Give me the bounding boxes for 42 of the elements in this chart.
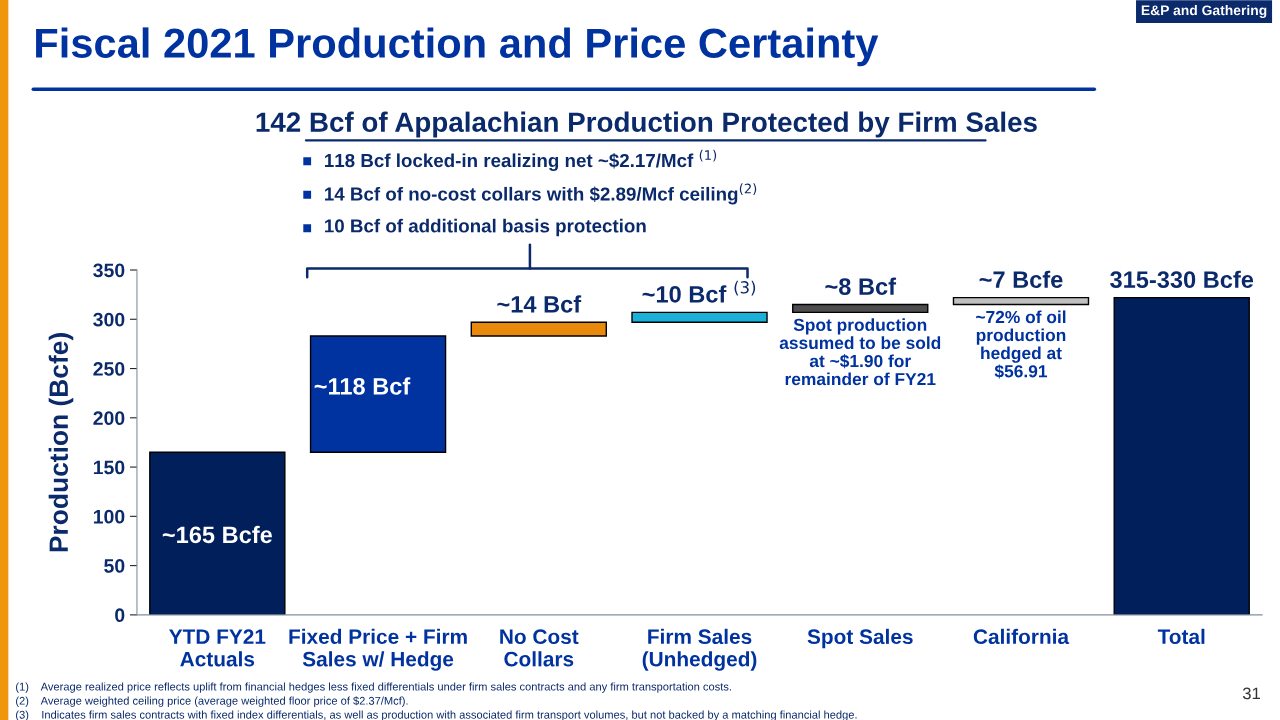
y-tick-label: 100 [93, 509, 125, 524]
text: (2) Average weighted ceiling price (average weighted floor price of $2.37/Mcf). [16, 696, 408, 707]
chart-title: Fiscal 2021 Production and Price Certainty [36, 27, 879, 67]
y-tick-label: 250 [93, 362, 125, 376]
y-tick-label: 0 [115, 608, 125, 623]
data-label: ~14 Bcf [497, 295, 582, 313]
text: 14 Bcf of no-cost collars with $2.89/Mcf ceiling$^{(2)}$ [325, 183, 757, 205]
x-tick-label: Total [1157, 628, 1205, 645]
y-tick-label: 200 [93, 411, 125, 426]
bar [631, 311, 768, 323]
text: (1) Average realized price reflects uplift from financial hedges less fixed differentials under firm sales contracts and any firm transportation costs. [16, 682, 731, 693]
text: 10 Bcf of additional basis protection [325, 218, 646, 237]
bar [309, 335, 447, 453]
data-label: ~8 Bcf [825, 277, 897, 295]
x-tick-label: Firm Sales (Unhedged) [642, 628, 757, 671]
data-label: ~7 Bcfe [979, 270, 1063, 288]
y-tick-label: 300 [93, 312, 125, 327]
annotation: ~72% of oil production hedged at $56.91 [976, 310, 1066, 379]
text: E&P and Gathering [1141, 5, 1267, 19]
y-axis-title: Production (Bcfe) [48, 333, 74, 552]
x-tick-label: Fixed Price + Firm Sales w/ Hedge [289, 628, 467, 671]
bar [1113, 296, 1250, 615]
x-tick-label: No Cost Collars [500, 629, 579, 667]
bar [470, 321, 607, 337]
bar [792, 303, 929, 314]
text: 31 [1242, 687, 1260, 700]
bar [952, 296, 1090, 306]
data-label: ~10 Bcf $^{(3)}$ [642, 280, 756, 303]
y-tick-label: 50 [104, 559, 125, 573]
x-tick-label: California [973, 628, 1070, 645]
bar [149, 451, 286, 615]
y-tick-label: 350 [93, 263, 125, 278]
text: (3) Indicates firm sales contracts with fixed index differentials, as well as production with associated firm transport volumes, but not backed by a matching financial hedge. [16, 710, 857, 720]
y-tick-label: 150 [93, 460, 125, 475]
data-label: ~118 Bcf [314, 377, 411, 395]
chart-subtitle: 142 Bcf of Appalachian Production Protected by Firm Sales [256, 111, 1037, 138]
text: 118 Bcf locked-in realizing net ~$2.17/Mcf $^{(1)}$ [325, 149, 717, 171]
annotation: Spot production assumed to be sold at ~$1.90 for remainder of FY21 [779, 318, 941, 386]
data-label: 315-330 Bcfe [1110, 270, 1254, 289]
data-label: ~165 Bcfe [162, 525, 272, 544]
x-tick-label: Spot Sales [807, 628, 913, 649]
x-tick-label: YTD FY21 Actuals [169, 629, 266, 667]
